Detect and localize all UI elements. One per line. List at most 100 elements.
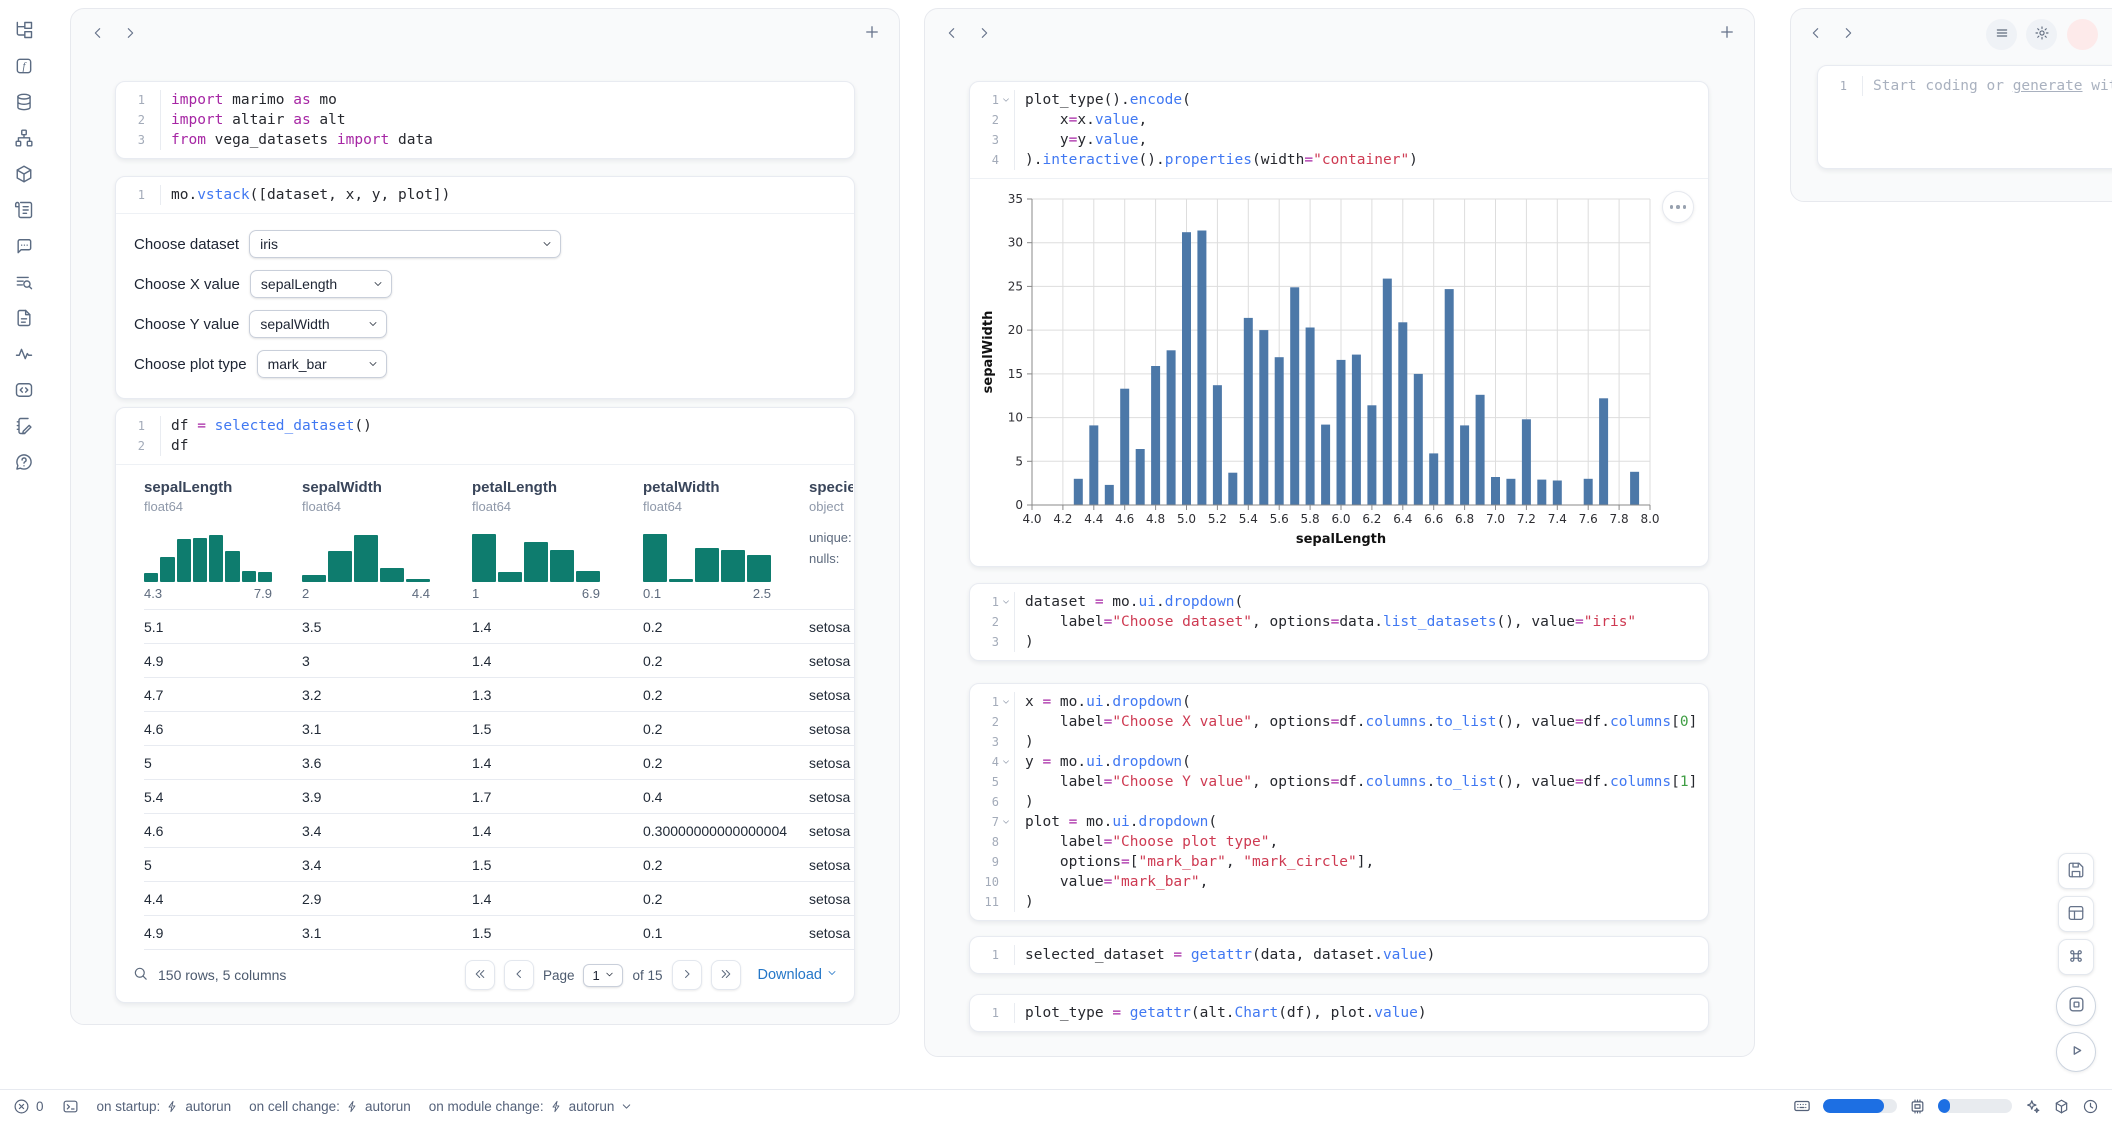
code-editor[interactable]: 1x = mo.ui.dropdown(2 label="Choose X va… [970,684,1708,920]
x-value-dropdown[interactable]: sepalLength [250,270,392,298]
code-editor[interactable]: 1mo.vstack([dataset, x, y, plot]) [116,177,854,213]
memory-icon[interactable] [1909,1098,1926,1115]
page-select[interactable]: 1 [583,964,623,987]
menu-button[interactable] [1986,19,2017,50]
table-row[interactable]: 4.63.11.50.2setosa [144,711,854,745]
sidebar-item-snippets[interactable] [6,372,42,408]
errors-indicator[interactable]: 0 [13,1098,44,1115]
table-cell: 3.1 [302,925,472,941]
download-button[interactable]: Download [758,967,839,983]
next-page-button[interactable] [672,960,702,990]
table-row[interactable]: 4.42.91.40.2setosa [144,881,854,915]
column-header-sepalWidth[interactable]: sepalWidthfloat6424.4 [302,479,472,601]
save-button[interactable] [2058,853,2094,889]
add-cell-button[interactable] [1716,22,1738,44]
column-histogram [302,526,430,582]
table-row[interactable]: 4.931.40.2setosa [144,643,854,677]
search-icon[interactable] [132,965,149,985]
add-cell-button[interactable] [861,22,883,44]
code-line: 8 label="Choose plot type", [974,832,1698,852]
last-page-button[interactable] [711,960,741,990]
code-editor[interactable]: 1df = selected_dataset()2df [116,408,854,464]
code-editor[interactable]: 1plot_type = getattr(alt.Chart(df), plot… [970,995,1708,1031]
cell-imports[interactable]: 1import marimo as mo2import altair as al… [115,81,855,159]
ai-code-editor[interactable]: 1 Start coding or generate with AI [1817,65,2112,169]
sidebar-item-file-tree[interactable] [6,12,42,48]
sidebar-item-scratchpad[interactable] [6,408,42,444]
clock-button[interactable] [2082,1098,2099,1115]
table-row[interactable]: 4.63.41.40.30000000000000004setosa [144,813,854,847]
table-row[interactable]: 5.13.51.40.2setosa [144,609,854,643]
table-row[interactable]: 53.61.40.2setosa [144,745,854,779]
column-header-petalWidth[interactable]: petalWidthfloat640.12.5 [643,479,809,601]
panel-expand-right-button[interactable] [973,23,995,45]
cell-xy-plot-dropdowns[interactable]: 1x = mo.ui.dropdown(2 label="Choose X va… [969,683,1709,921]
on-module-change-setting[interactable]: on module change: autorun [429,1099,634,1114]
code-editor[interactable]: 1selected_dataset = getattr(data, datase… [970,937,1708,973]
table-header: sepalLengthfloat644.37.9sepalWidthfloat6… [144,465,854,609]
run-button[interactable] [2056,1032,2096,1072]
sidebar-item-chat-bot[interactable] [6,228,42,264]
on-startup-setting[interactable]: on startup: autorun [97,1099,232,1114]
plot-type-dropdown[interactable]: mark_bar [257,350,387,378]
panel-collapse-left-button[interactable] [941,23,963,45]
cell-plot-type[interactable]: 1plot_type = getattr(alt.Chart(df), plot… [969,994,1709,1032]
cell-plot[interactable]: 1plot_type().encode(2 x=x.value,3 y=y.va… [969,81,1709,567]
column-header-petalLength[interactable]: petalLengthfloat6416.9 [472,479,643,601]
panel-collapse-left-button[interactable] [1805,23,1827,45]
table-cell: 1.4 [472,653,643,669]
dataset-dropdown[interactable]: iris [249,230,561,258]
terminal-button[interactable] [62,1098,79,1115]
chevron-down-icon [1001,697,1011,707]
sidebar-item-help[interactable] [6,444,42,480]
cell-dataframe[interactable]: 1df = selected_dataset()2df sepalLengthf… [115,407,855,1003]
settings-button[interactable] [2026,19,2057,50]
code-editor[interactable]: 1dataset = mo.ui.dropdown(2 label="Choos… [970,584,1708,660]
on-cell-change-setting[interactable]: on cell change: autorun [249,1099,411,1114]
first-page-button[interactable] [465,960,495,990]
keyboard-shortcuts-button[interactable] [2058,939,2094,975]
column-header-species[interactable]: speciesobjectunique:nulls: [809,479,853,601]
sidebar-item-tracing[interactable] [6,264,42,300]
panel-expand-right-button[interactable] [1837,23,1859,45]
bar-chart[interactable]: 4.04.24.44.64.85.05.25.45.65.86.06.26.46… [978,187,1694,555]
fold-toggle[interactable] [999,90,1012,110]
code-editor[interactable]: 1plot_type().encode(2 x=x.value,3 y=y.va… [970,82,1708,178]
layout-toggle-button[interactable] [2058,896,2094,932]
code-editor[interactable]: 1import marimo as mo2import altair as al… [116,82,854,158]
y-value-dropdown[interactable]: sepalWidth [249,310,387,338]
fold-toggle[interactable] [999,812,1012,832]
sidebar-item-logs[interactable] [6,192,42,228]
table-row[interactable]: 5.43.91.70.4setosa [144,779,854,813]
keyboard-button[interactable] [1793,1097,1811,1115]
fold-toggle[interactable] [999,752,1012,772]
table-row[interactable]: 53.41.50.2setosa [144,847,854,881]
sparkles-button[interactable] [2024,1098,2041,1115]
y-value-dropdown-row: Choose Y valuesepalWidth [134,310,836,338]
cell-dataset-dropdown[interactable]: 1dataset = mo.ui.dropdown(2 label="Choos… [969,583,1709,661]
fold-toggle[interactable] [999,592,1012,612]
code-line: 1x = mo.ui.dropdown( [974,692,1698,712]
chart-actions-button[interactable] [1662,191,1694,223]
sidebar-item-documentation[interactable] [6,300,42,336]
svg-text:4.0: 4.0 [1022,512,1041,526]
panel-collapse-left-button[interactable] [87,23,109,45]
sidebar-item-functions[interactable]: f [6,48,42,84]
package-button[interactable] [2053,1098,2070,1115]
generate-link[interactable]: generate [2013,78,2083,94]
table-row[interactable]: 4.73.21.30.2setosa [144,677,854,711]
cell-vstack[interactable]: 1mo.vstack([dataset, x, y, plot]) Choose… [115,176,855,399]
code-line: 9 options=["mark_bar", "mark_circle"], [974,852,1698,872]
close-button[interactable] [2067,19,2098,50]
cell-selected-dataset[interactable]: 1selected_dataset = getattr(data, datase… [969,936,1709,974]
fold-toggle[interactable] [999,692,1012,712]
column-header-sepalLength[interactable]: sepalLengthfloat644.37.9 [144,479,302,601]
sidebar-item-dependency-graph[interactable] [6,120,42,156]
table-row[interactable]: 4.93.11.50.1setosa [144,915,854,950]
panel-expand-right-button[interactable] [119,23,141,45]
sidebar-item-database[interactable] [6,84,42,120]
prev-page-button[interactable] [504,960,534,990]
sidebar-item-packages[interactable] [6,156,42,192]
sidebar-item-activity[interactable] [6,336,42,372]
app-view-button[interactable] [2056,986,2096,1026]
